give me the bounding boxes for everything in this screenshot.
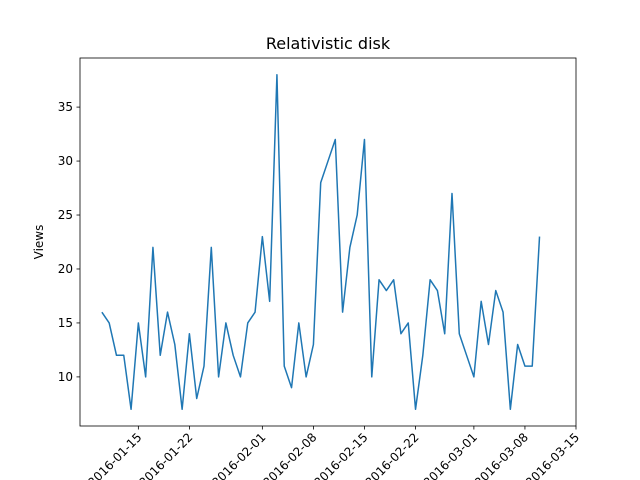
chart-title: Relativistic disk: [266, 34, 391, 53]
axes-frame: [79, 57, 577, 427]
y-tick-label: 35: [58, 100, 73, 114]
y-tick-label: 10: [58, 370, 73, 384]
y-tick-label: 15: [58, 316, 73, 330]
y-tick-label: 25: [58, 208, 73, 222]
y-tick-label: 20: [58, 262, 73, 276]
y-tick-label: 30: [58, 154, 73, 168]
y-axis-label: Views: [32, 225, 46, 260]
series-line: [101, 73, 541, 411]
